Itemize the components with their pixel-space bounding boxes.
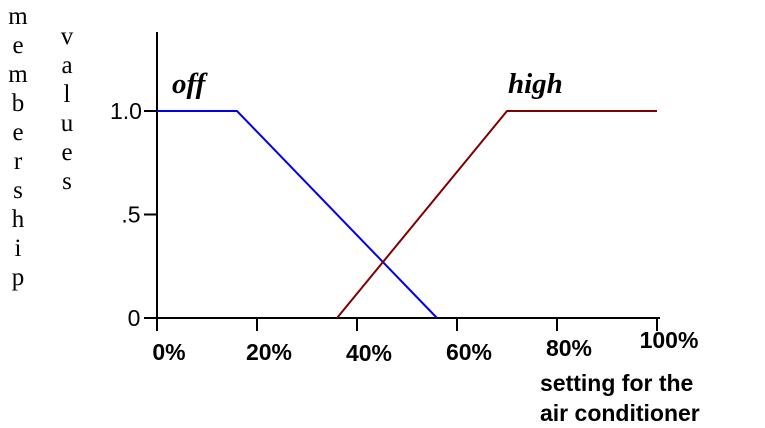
y-label-membership-letter: h <box>12 206 25 233</box>
y-label-membership-letter: s <box>13 177 23 204</box>
series-group <box>157 110 657 319</box>
y-label-membership-letter: b <box>12 90 25 117</box>
series-line-high <box>336 110 657 319</box>
y-label-values-letter: e <box>61 139 72 166</box>
x-tick-label: 80% <box>546 335 592 361</box>
x-tick-label: 40% <box>346 340 392 366</box>
y-label-membership-letter: m <box>8 3 28 30</box>
x-tick-label: 0% <box>152 339 185 365</box>
y-label-membership-letter: m <box>8 61 28 88</box>
y-axis-ticks: 0 .5 1.0 <box>110 98 157 331</box>
x-tick-label: 60% <box>446 339 492 365</box>
x-tick-label: 20% <box>246 339 292 365</box>
y-label-membership-letter: e <box>12 119 23 146</box>
x-tick-label: 100% <box>640 327 699 353</box>
y-label-membership-letter: p <box>12 264 25 291</box>
y-label-values-letter: u <box>61 110 74 137</box>
y-label-membership-letter: r <box>14 148 23 175</box>
y-label-values-letter: s <box>62 168 72 195</box>
series-label-high: high <box>508 68 563 100</box>
y-tick-label: 1.0 <box>110 98 142 124</box>
series-line-off <box>157 110 438 319</box>
y-label-membership-letter: e <box>12 32 23 59</box>
y-label-values-letter: a <box>61 52 72 79</box>
x-axis-label-line-2: air conditioner <box>540 400 700 426</box>
y-tick-label: .5 <box>121 202 140 228</box>
x-axis-ticks: 0% 20% 40% 60% 80% 100% <box>152 318 698 366</box>
series-label-off: off <box>172 68 209 100</box>
y-label-membership-letter: i <box>15 235 22 262</box>
y-tick-label: 0 <box>128 305 141 331</box>
y-label-values-letter: v <box>61 23 74 50</box>
y-label-values-letter: l <box>64 81 71 108</box>
x-axis-label-line-1: setting for the <box>540 370 693 396</box>
